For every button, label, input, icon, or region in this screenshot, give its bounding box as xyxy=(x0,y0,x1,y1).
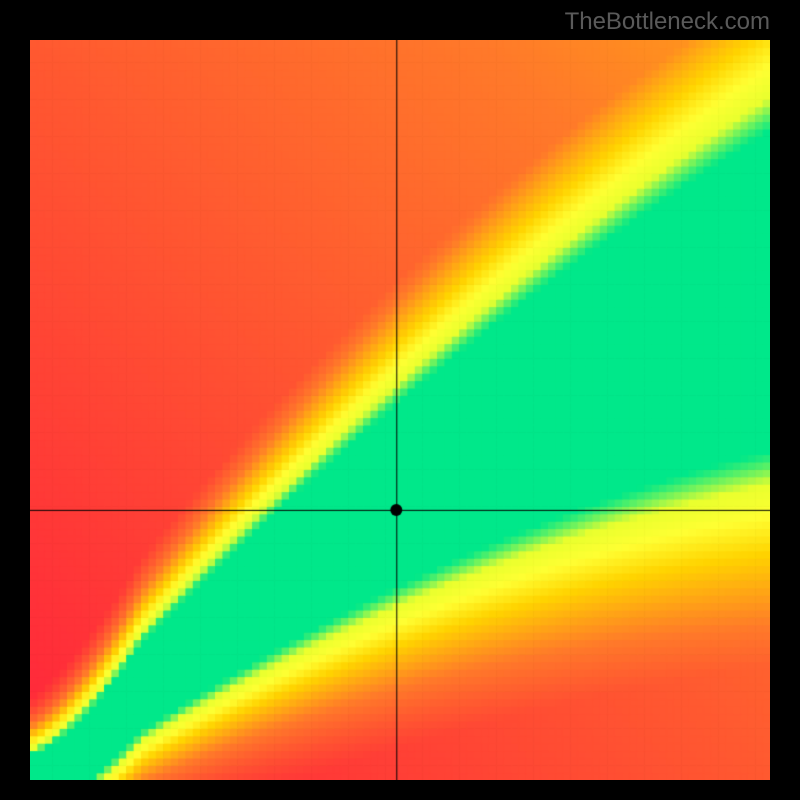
heatmap-canvas xyxy=(30,40,770,780)
heatmap-plot xyxy=(30,40,770,780)
watermark-text: TheBottleneck.com xyxy=(565,8,770,36)
chart-container: TheBottleneck.com xyxy=(0,0,800,800)
